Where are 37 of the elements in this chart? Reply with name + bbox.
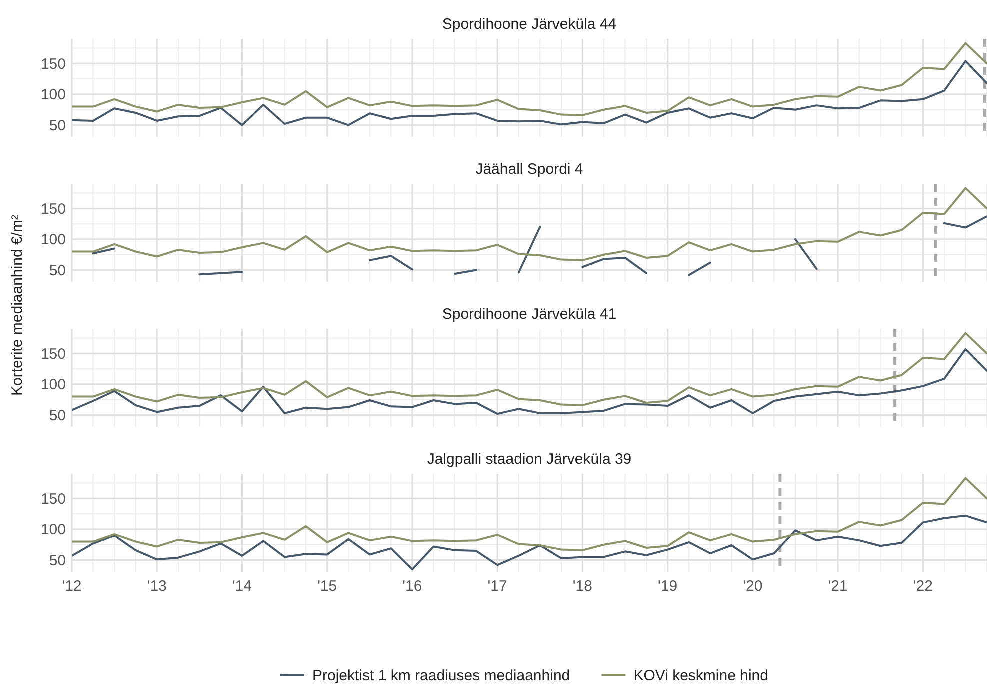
y-tick-label: 150 (40, 56, 66, 73)
x-tick-label: '13 (147, 578, 167, 595)
y-axis-title: Korterite mediaanhind €/m² (9, 215, 26, 396)
x-tick-label: '14 (232, 578, 252, 595)
y-tick-label: 50 (49, 408, 66, 425)
legend-label: KOVi keskmine hind (634, 667, 768, 684)
x-tick-label: '21 (828, 578, 848, 595)
line-series (72, 332, 987, 406)
line-series (72, 348, 987, 416)
chart-title: Spordihoone Järveküla 44 (442, 16, 617, 33)
y-tick-label: 100 (40, 86, 66, 104)
y-tick-label: 150 (40, 346, 66, 363)
x-tick-label: '17 (488, 578, 508, 595)
chart-title: Jäähall Spordi 4 (476, 161, 584, 178)
y-tick-label: 150 (40, 490, 66, 508)
x-tick-label: '15 (318, 578, 338, 595)
y-tick-label: 50 (49, 262, 66, 280)
legend-label: Projektist 1 km raadiuses mediaanhind (312, 667, 570, 684)
x-tick-label: '19 (658, 578, 678, 595)
x-tick-label: '22 (913, 578, 933, 595)
line-series (72, 187, 987, 262)
chart-title: Spordihoone Järveküla 41 (442, 306, 617, 323)
y-tick-label: 100 (40, 522, 66, 539)
chart-title: Jalgpalli staadion Järveküla 39 (427, 451, 632, 468)
x-tick-label: '12 (62, 578, 82, 595)
y-tick-label: 150 (40, 200, 66, 218)
line-series (72, 477, 987, 552)
y-tick-label: 50 (49, 552, 66, 570)
line-series (72, 514, 987, 571)
x-tick-label: '20 (743, 578, 763, 595)
line-series (72, 60, 987, 126)
y-tick-label: 100 (40, 232, 66, 249)
y-tick-label: 50 (49, 118, 66, 135)
x-tick-label: '16 (402, 578, 422, 595)
line-series (72, 42, 987, 116)
y-tick-label: 100 (40, 376, 66, 394)
x-tick-label: '18 (572, 578, 592, 595)
